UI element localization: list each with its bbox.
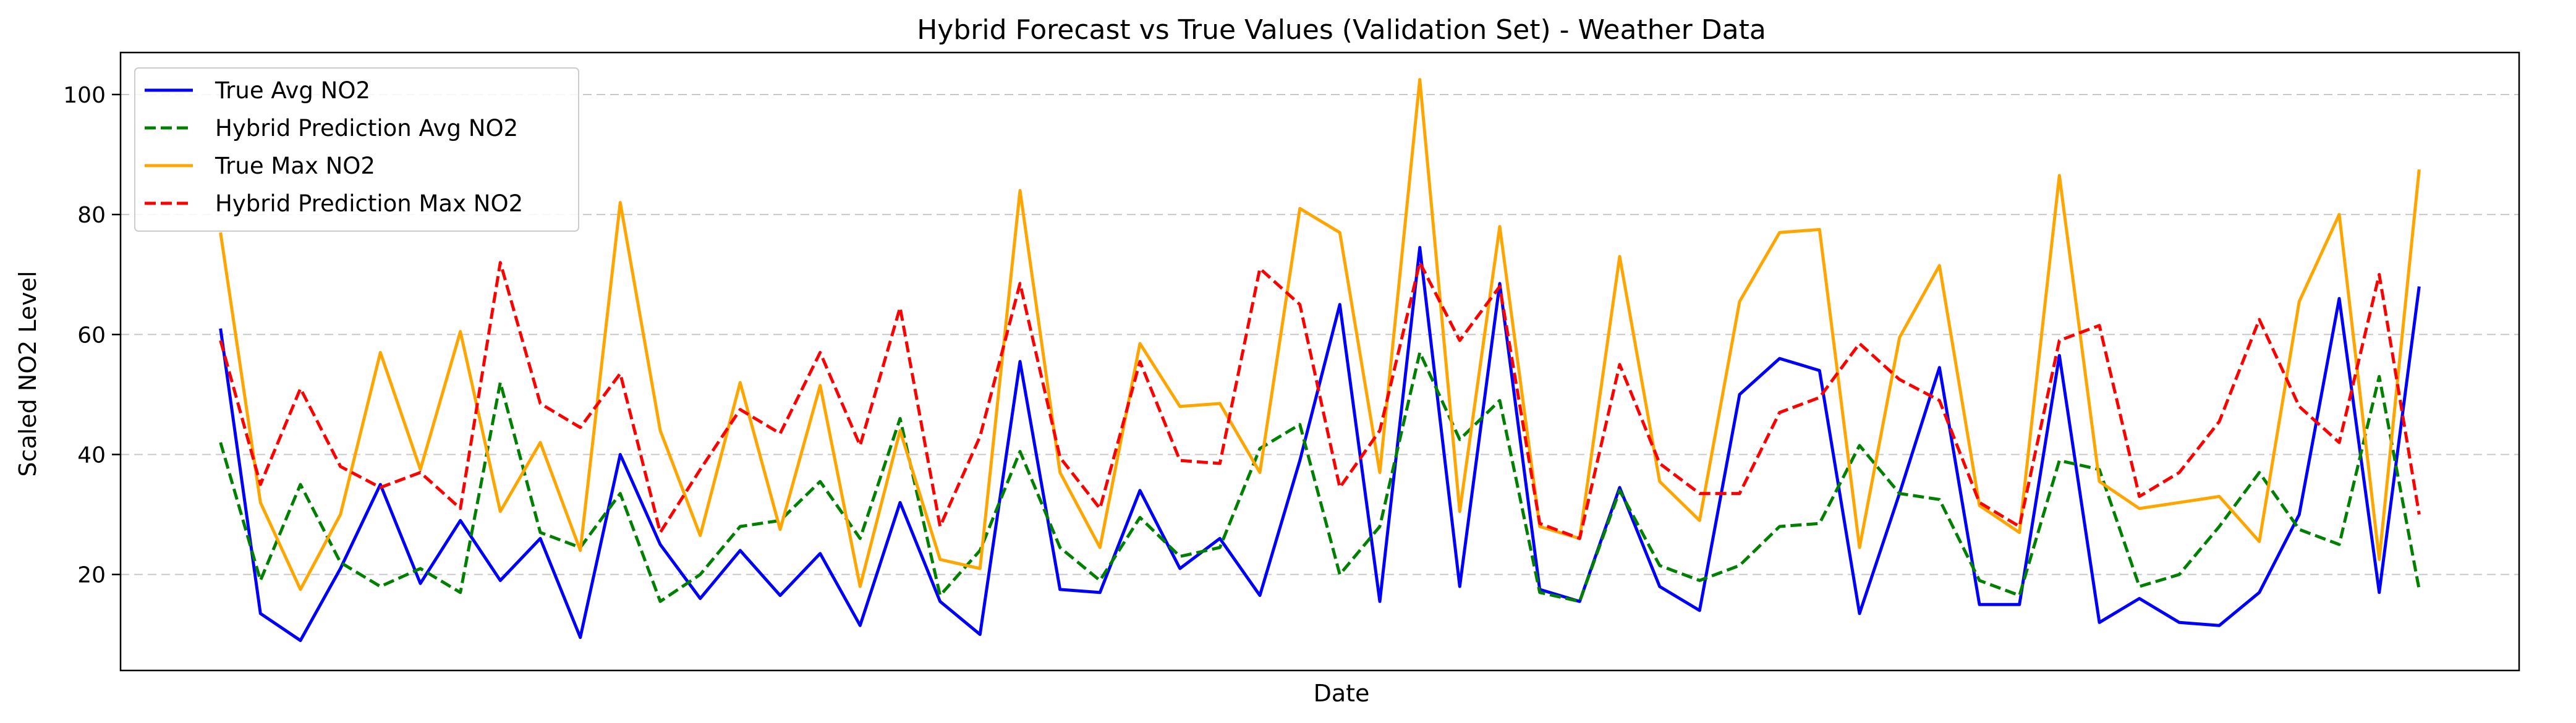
y-tick-label-100: 100 xyxy=(63,83,106,108)
series-line-3 xyxy=(219,78,2421,591)
legend-label-3: True Max NO2 xyxy=(215,153,375,179)
legend: True Avg NO2 Hybrid Prediction Avg NO2 Tru… xyxy=(134,67,579,232)
chart-title: Hybrid Forecast vs True Values (Validati… xyxy=(917,14,1766,46)
y-tick-label-20: 20 xyxy=(77,563,106,588)
legend-box xyxy=(134,67,579,232)
y-tick-label-80: 80 xyxy=(77,203,106,228)
series-line-2 xyxy=(219,350,2421,603)
x-axis-label: Date xyxy=(1314,680,1370,707)
series-lines xyxy=(219,78,2421,642)
legend-label-4: Hybrid Prediction Max NO2 xyxy=(215,190,523,217)
plot-frame xyxy=(119,51,2520,672)
series-line-1 xyxy=(219,246,2421,642)
legend-label-2: Hybrid Prediction Avg NO2 xyxy=(215,115,518,142)
series-line-4 xyxy=(219,261,2421,540)
y-axis-label: Scaled NO2 Level xyxy=(14,271,41,476)
legend-label-1: True Avg NO2 xyxy=(215,77,370,104)
legend-items: True Avg NO2 Hybrid Prediction Avg NO2 Tru… xyxy=(145,77,523,217)
y-tick-label-60: 60 xyxy=(77,323,106,348)
y-axis-ticks: 20 40 60 80 100 xyxy=(63,83,121,588)
y-tick-label-40: 40 xyxy=(77,442,106,468)
